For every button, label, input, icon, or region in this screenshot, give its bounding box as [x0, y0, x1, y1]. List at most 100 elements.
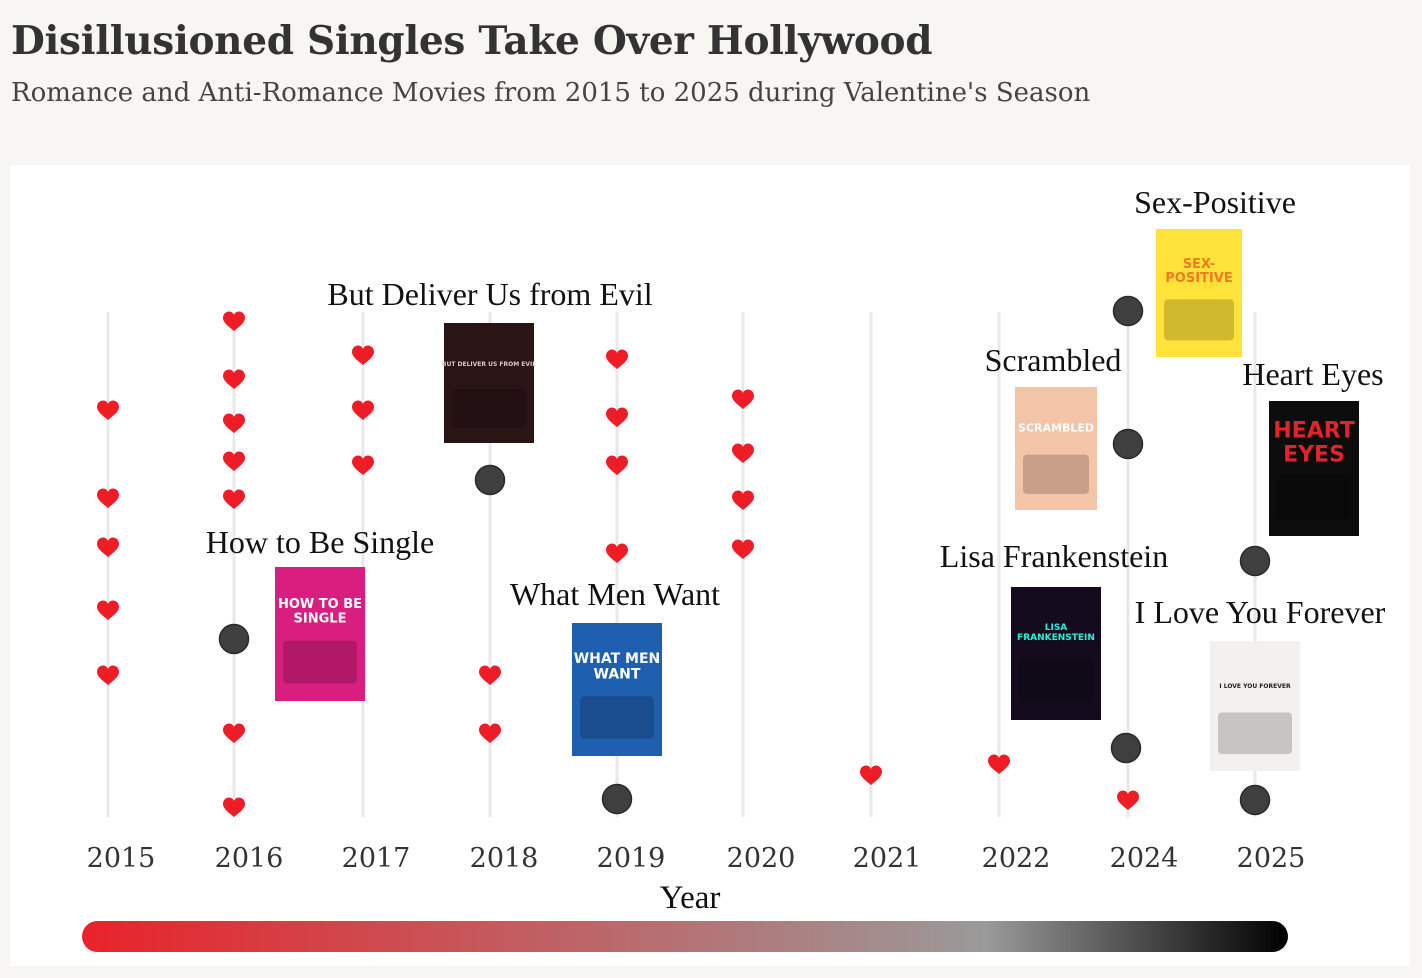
- movie-label-but-deliver-us-from-evil: But Deliver Us from Evil: [327, 276, 652, 312]
- heart-icon: [223, 723, 245, 743]
- chart-panel: How to Be Single HOW TO BE SINGLE But Deliv…: [10, 165, 1410, 966]
- x-tick-label-2019: 2019: [597, 843, 666, 874]
- x-tick-label-2025: 2025: [1237, 843, 1306, 874]
- poster-i-love-you-forever: I LOVE YOU FOREVER: [1210, 641, 1300, 771]
- poster-title-text: SINGLE: [294, 611, 347, 626]
- x-tick-label-2015: 2015: [87, 843, 156, 874]
- poster-background: [1156, 229, 1242, 357]
- movie-label-heart-eyes: Heart Eyes: [1242, 356, 1383, 392]
- poster-title-text: I LOVE YOU FOREVER: [1219, 683, 1291, 690]
- poster-title-text: FRANKENSTEIN: [1017, 633, 1095, 643]
- poster-title-text: BUT DELIVER US FROM EVIL: [442, 361, 536, 368]
- heart-icon: [97, 537, 119, 557]
- poster-figure-shape: [283, 640, 357, 684]
- poster-figure-shape: [1023, 454, 1089, 495]
- circle-icon: [1112, 428, 1144, 460]
- x-tick-label-2024: 2024: [1110, 843, 1179, 874]
- heart-icon: [732, 539, 754, 559]
- heart-icon: [223, 413, 245, 433]
- heart-icon: [97, 400, 119, 420]
- circle-icon: [601, 783, 633, 815]
- heart-icon: [223, 451, 245, 471]
- circle-icon: [1112, 295, 1144, 327]
- movie-label-what-men-want: What Men Want: [510, 576, 720, 612]
- poster-title-text: SEX-: [1183, 257, 1216, 272]
- heart-icon: [479, 665, 501, 685]
- x-tick-label-2016: 2016: [215, 843, 284, 874]
- heart-icon: [606, 407, 628, 427]
- page-subtitle: Romance and Anti-Romance Movies from 201…: [11, 78, 1091, 108]
- heart-icon: [732, 490, 754, 510]
- heart-icon: [223, 369, 245, 389]
- x-tick-label-2018: 2018: [470, 843, 539, 874]
- poster-title-text: LISA: [1045, 623, 1068, 633]
- poster-title-text: HEART: [1273, 419, 1354, 444]
- circle-icon: [1239, 784, 1271, 816]
- heart-icon: [1117, 790, 1139, 810]
- circle-icon: [1239, 545, 1271, 577]
- color-scale-bar: [82, 921, 1288, 952]
- poster-figure-shape: [1164, 299, 1234, 341]
- poster-background: [572, 623, 662, 756]
- poster-but-deliver-us-from-evil: BUT DELIVER US FROM EVIL: [442, 323, 536, 443]
- heart-icon: [352, 400, 374, 420]
- heart-icon: [223, 797, 245, 817]
- heart-icon: [97, 488, 119, 508]
- poster-title-text: WANT: [594, 667, 641, 683]
- movie-label-scrambled: Scrambled: [985, 342, 1122, 378]
- x-axis-title: Year: [660, 880, 721, 916]
- heart-icon: [732, 443, 754, 463]
- page-title: Disillusioned Singles Take Over Hollywoo…: [11, 18, 933, 64]
- heart-icon: [97, 665, 119, 685]
- poster-background: [1269, 401, 1359, 536]
- poster-title-text: HOW TO BE: [278, 597, 362, 612]
- poster-figure-shape: [452, 389, 526, 428]
- x-tick-label-2017: 2017: [342, 843, 411, 874]
- circle-icon: [474, 464, 506, 496]
- poster-figure-shape: [580, 696, 654, 739]
- movie-label-how-to-be-single: How to Be Single: [206, 524, 434, 560]
- poster-title-text: POSITIVE: [1165, 271, 1232, 286]
- x-tick-label-2020: 2020: [727, 843, 796, 874]
- heart-icon: [606, 455, 628, 475]
- x-axis-ticks: 2015 2016 2017 2018 2019 2020 2021 2022 2024 2025: [87, 843, 1306, 874]
- poster-title-text: SCRAMBLED: [1018, 421, 1094, 434]
- heart-icon: [606, 543, 628, 563]
- poster-background: [444, 323, 534, 443]
- poster-title-text: EYES: [1283, 443, 1345, 468]
- annotation-scrambled: Scrambled SCRAMBLED: [985, 342, 1122, 510]
- data-markers: [97, 295, 1271, 817]
- annotation-i-love-you-forever: I Love You Forever I LOVE YOU FOREVER: [1135, 594, 1386, 771]
- heart-icon: [606, 349, 628, 369]
- x-tick-label-2021: 2021: [853, 843, 922, 874]
- poster-background: [1015, 387, 1097, 510]
- heart-icon: [352, 345, 374, 365]
- poster-background: [1011, 587, 1101, 720]
- heart-icon: [988, 754, 1010, 774]
- heart-icon: [97, 600, 119, 620]
- heart-icon: [732, 389, 754, 409]
- circle-icon: [218, 623, 250, 655]
- poster-background: [1210, 641, 1300, 771]
- movie-label-sex-positive: Sex-Positive: [1134, 184, 1296, 220]
- poster-sex-positive: SEX-POSITIVE: [1156, 229, 1242, 357]
- x-tick-label-2022: 2022: [982, 843, 1051, 874]
- movie-label-i-love-you-forever: I Love You Forever: [1135, 594, 1386, 630]
- heart-icon: [223, 311, 245, 331]
- poster-background: [275, 567, 365, 701]
- poster-figure-shape: [1218, 712, 1292, 755]
- heart-icon: [223, 489, 245, 509]
- poster-figure-shape: [1019, 660, 1093, 703]
- heart-icon: [860, 765, 882, 785]
- poster-scrambled: SCRAMBLED: [1015, 387, 1097, 510]
- poster-figure-shape: [1277, 475, 1351, 519]
- poster-title-text: WHAT MEN: [574, 651, 661, 667]
- heart-icon: [479, 723, 501, 743]
